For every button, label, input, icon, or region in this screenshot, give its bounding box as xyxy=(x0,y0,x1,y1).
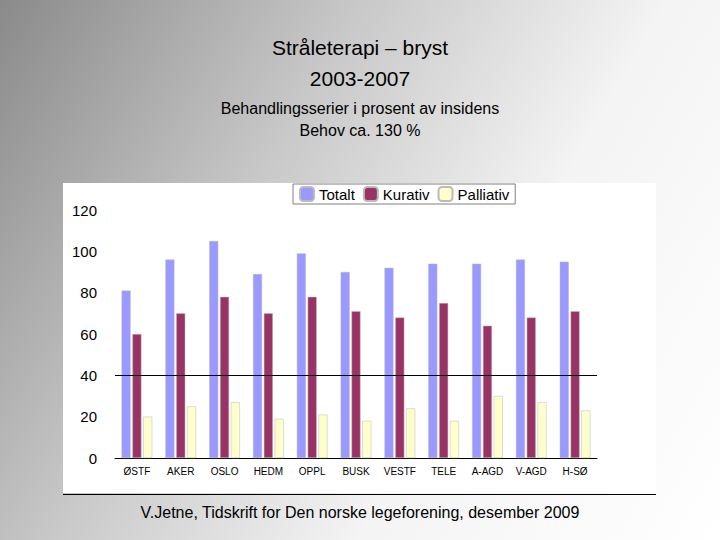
svg-text:TELE: TELE xyxy=(431,466,456,477)
svg-text:AKER: AKER xyxy=(167,466,194,477)
svg-text:0: 0 xyxy=(89,450,97,467)
svg-text:VESTF: VESTF xyxy=(384,466,416,477)
svg-text:HEDM: HEDM xyxy=(254,466,283,477)
svg-text:OPPL: OPPL xyxy=(299,466,326,477)
svg-text:120: 120 xyxy=(72,202,97,219)
svg-text:Totalt: Totalt xyxy=(319,186,356,203)
html-text:Behandlingsserier i prosent av: Behandlingsserier i prosent av insidens … xyxy=(220,100,500,139)
svg-text:80: 80 xyxy=(80,284,97,301)
svg-text:H-SØ: H-SØ xyxy=(563,466,588,477)
svg-text:OSLO: OSLO xyxy=(211,466,239,477)
svg-text:40: 40 xyxy=(80,367,97,384)
svg-text:A-AGD: A-AGD xyxy=(472,466,504,477)
svg-text:Palliativ: Palliativ xyxy=(458,186,510,203)
svg-text:100: 100 xyxy=(72,243,97,260)
svg-text:60: 60 xyxy=(80,326,97,343)
svg-text:Kurativ: Kurativ xyxy=(383,186,430,203)
html-text:V.Jetne, Tidskrift for Den nor: V.Jetne, Tidskrift for Den norske legefo… xyxy=(140,504,580,521)
svg-text:V-AGD: V-AGD xyxy=(516,466,547,477)
svg-text:ØSTF: ØSTF xyxy=(124,466,151,477)
svg-text:BUSK: BUSK xyxy=(342,466,370,477)
svg-text:20: 20 xyxy=(80,408,97,425)
html-text:Stråleterapi – bryst 2003-2007: Stråleterapi – bryst 2003-2007 xyxy=(271,36,449,90)
